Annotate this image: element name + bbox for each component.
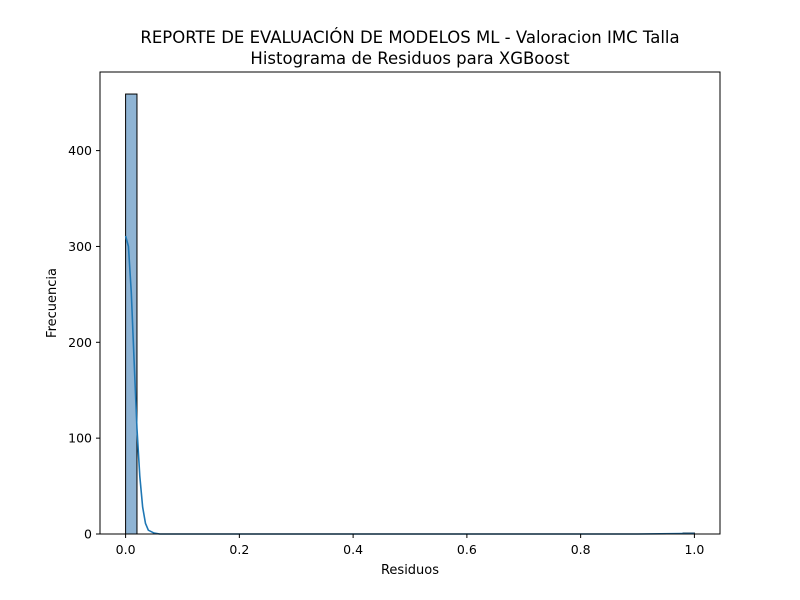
x-tick-label: 0.8 xyxy=(571,542,591,557)
x-axis-label: Residuos xyxy=(381,563,439,578)
x-tick-label: 0.0 xyxy=(116,542,136,557)
y-tick-label: 300 xyxy=(68,239,92,254)
y-tick-label: 0 xyxy=(84,527,92,542)
y-tick-label: 200 xyxy=(68,335,92,350)
kde-line xyxy=(124,235,695,535)
x-tick-label: 0.6 xyxy=(457,542,477,557)
chart-subtitle: Histograma de Residuos para XGBoost xyxy=(250,49,570,68)
plot-area: 0.0 0.2 0.4 0.6 0.8 1.0 0 100 200 300 400 xyxy=(68,71,721,557)
x-tick-label: 1.0 xyxy=(684,542,704,557)
x-tick-label: 0.2 xyxy=(229,542,249,557)
axes-frame xyxy=(99,71,721,535)
chart-title: REPORTE DE EVALUACIÓN DE MODELOS ML - Va… xyxy=(140,28,679,47)
y-tick-label: 400 xyxy=(68,143,92,158)
y-tick-label: 100 xyxy=(68,431,92,446)
y-axis-label: Frecuencia xyxy=(45,268,60,338)
histogram-bar-0 xyxy=(125,93,138,535)
x-tick-label: 0.4 xyxy=(343,542,363,557)
